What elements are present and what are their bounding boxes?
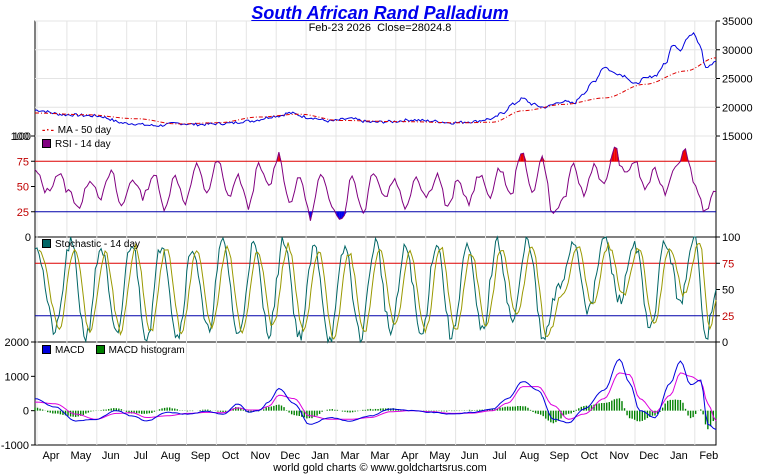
subtitle-date: Feb-23 2026: [308, 22, 371, 34]
x-tick-label: Feb: [699, 450, 718, 462]
y-tick-label-price: 15000: [722, 131, 753, 143]
legend-rsi-swatch: [42, 139, 51, 148]
y-tick-label-price: 35000: [722, 16, 753, 28]
legend-macd-swatch: [42, 345, 51, 354]
y-tick-label-stoch: 50: [722, 285, 734, 297]
subtitle-close: Close=28024.8: [377, 22, 452, 34]
x-tick-label: Mar: [341, 450, 360, 462]
chart-title: South African Rand Palladium: [251, 3, 509, 23]
y-tick-label-rsi: 75: [17, 156, 29, 168]
y-tick-label-left: 100: [13, 131, 31, 143]
x-tick-label: May: [429, 450, 450, 462]
x-tick-label: Aug: [161, 450, 181, 462]
legend-macd-hist-label: MACD histogram: [108, 345, 185, 356]
legend-stoch-swatch: [42, 239, 51, 248]
x-tick-label: Jan: [311, 450, 329, 462]
y-tick-label-left: 0: [25, 232, 31, 244]
y-tick-label-macd: 1000: [5, 371, 29, 383]
chart-footer: world gold charts © www.goldchartsrus.co…: [273, 462, 487, 474]
legend-rsi-label: RSI - 14 day: [55, 139, 111, 150]
series-macd-signal-line: [35, 372, 717, 422]
x-tick-label: Sep: [550, 450, 570, 462]
rsi-oversold-fill: [341, 211, 345, 219]
x-tick-label: Dec: [639, 450, 659, 462]
x-tick-label: Nov: [251, 450, 271, 462]
legend-ma: -·- MA - 50 day: [42, 125, 112, 136]
legend-macd-label: MACD: [55, 345, 85, 356]
series-price-line: [34, 32, 717, 127]
y-tick-label-macd: -1000: [1, 440, 29, 452]
y-tick-label-price: 20000: [722, 102, 753, 114]
y-tick-label-price: 30000: [722, 45, 753, 57]
rsi-oversold-fill: [336, 211, 340, 220]
legend-stoch: Stochastic - 14 day: [42, 239, 140, 250]
x-tick-label: Mar: [370, 450, 389, 462]
x-tick-label: Jan: [670, 450, 688, 462]
x-tick-label: Apr: [42, 450, 59, 462]
series-ma-line: [35, 57, 717, 125]
series-stoch-k-line: [34, 235, 717, 344]
y-tick-label-stoch: 0: [722, 337, 728, 349]
panel-frame-stochastic: [34, 236, 717, 343]
series-macd-line: [34, 358, 717, 431]
legend-macd-hist-swatch: [95, 345, 105, 354]
x-tick-label: Apr: [401, 450, 418, 462]
x-tick-label: Oct: [222, 450, 239, 462]
y-tick-label-rsi: 50: [17, 182, 29, 194]
panel-frame-macd: [34, 341, 717, 446]
x-tick-label: Dec: [280, 450, 300, 462]
series-stoch-d-line: [38, 241, 717, 340]
legend-rsi: RSI - 14 day: [42, 139, 111, 150]
legend-macd: MACD MACD histogram: [42, 345, 185, 356]
series-rsi-line: [34, 146, 717, 221]
panel-frame-rsi: [34, 135, 717, 238]
x-tick-label: Nov: [609, 450, 629, 462]
x-tick-label: Jun: [102, 450, 120, 462]
rsi-overbought-fill: [520, 153, 524, 162]
x-tick-label: Aug: [520, 450, 540, 462]
y-tick-label-macd: 2000: [5, 337, 29, 349]
x-tick-label: Sep: [191, 450, 211, 462]
y-tick-label-rsi: 25: [17, 207, 29, 219]
y-tick-label-price: 25000: [722, 74, 753, 86]
legend-stoch-label: Stochastic - 14 day: [55, 239, 141, 250]
y-tick-label-rsi: 100: [11, 131, 29, 143]
legend-ma-label: MA - 50 day: [57, 125, 112, 136]
x-tick-label: Oct: [581, 450, 598, 462]
chart-subtitle: Feb-23 2026 Close=28024.8: [0, 22, 760, 34]
x-tick-label: Jul: [134, 450, 148, 462]
y-tick-label-stoch: 75: [722, 258, 734, 270]
rsi-overbought-fill: [614, 147, 617, 162]
x-tick-label: Jul: [492, 450, 506, 462]
rsi-oversold-fill: [339, 211, 342, 220]
x-tick-label: Jun: [461, 450, 479, 462]
y-tick-label-stoch: 100: [722, 232, 740, 244]
y-tick-label-stoch: 25: [722, 311, 734, 323]
x-tick-label: May: [71, 450, 92, 462]
y-tick-label-macd: 0: [23, 406, 29, 418]
rsi-overbought-fill: [682, 148, 686, 162]
